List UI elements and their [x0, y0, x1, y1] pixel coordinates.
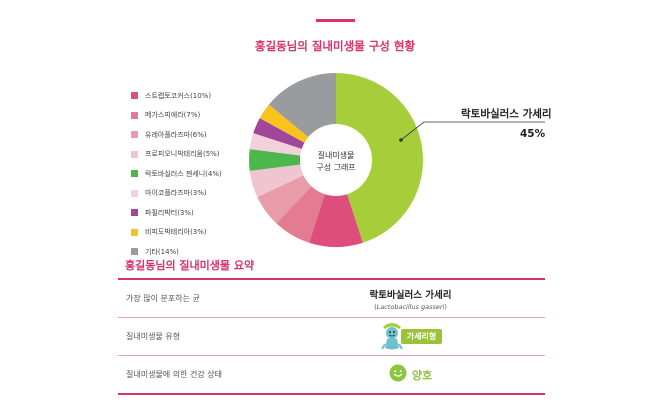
- legend-label: 스트렙토코커스(10%): [145, 91, 212, 100]
- row-label: 가장 많이 분포하는 균: [126, 294, 200, 303]
- dominant-bacteria-name: 락토바실러스 가세리: [369, 289, 452, 301]
- legend-label: 비피도박테리아(3%): [145, 228, 207, 236]
- table-row: 질내미생물에 의한 건강 상태 양호: [118, 356, 545, 393]
- type-indicator: 가세리형: [379, 319, 443, 355]
- table-bottom-rule: [118, 393, 545, 395]
- callout-percent: 45%: [520, 128, 546, 140]
- legend-swatch: [131, 189, 138, 197]
- smiley-icon: [389, 364, 407, 386]
- legend-label: 파필리박터(3%): [145, 208, 194, 217]
- legend-label: 프로피오니박테리움(5%): [145, 150, 220, 158]
- health-indicator: 양호: [389, 364, 432, 386]
- legend-item: 프로피오니박테리움(5%): [131, 146, 222, 163]
- legend-swatch: [131, 228, 138, 236]
- page-title: 홍길동님의 질내미생물 구성 현황: [254, 39, 416, 53]
- summary-table: 가장 많이 분포하는 균 락토바실러스 가세리 (Lactobacillus g…: [118, 278, 545, 395]
- legend-label: 마이코플라즈마(3%): [145, 189, 207, 197]
- sci-open-paren: (: [374, 302, 377, 311]
- legend-item: 기타(14%): [131, 243, 222, 260]
- legend-item: 파필리박터(3%): [131, 204, 222, 221]
- callout-name: 락토바실러스 가세리: [461, 108, 552, 120]
- pie-slice: [309, 160, 363, 247]
- legend-item: 스트렙토코커스(10%): [131, 87, 222, 104]
- scientific-name: (Lactobacillus gasseri): [374, 303, 447, 311]
- row-divider: [118, 317, 545, 318]
- legend-label: 기타(14%): [145, 247, 179, 256]
- legend-swatch: [131, 170, 138, 177]
- legend-item: 비피도박테리아(3%): [131, 224, 222, 241]
- legend-item: 메가스피에라(7%): [131, 107, 222, 124]
- legend-item: 락토바실러스 젠세니(4%): [131, 165, 222, 182]
- pie-center-label: 질내미생물 구성 그래프: [296, 150, 376, 174]
- chart-legend: 스트렙토코커스(10%) 메가스피에라(7%) 유레아플라즈마(6%) 프로피오…: [131, 87, 222, 263]
- legend-label: 유레아플라즈마(6%): [145, 130, 207, 139]
- legend-label: 락토바실러스 젠세니(4%): [145, 169, 222, 178]
- gasseri-character-icon: [379, 319, 405, 355]
- legend-swatch: [131, 150, 138, 158]
- legend-swatch: [131, 92, 138, 99]
- legend-swatch: [131, 209, 138, 216]
- table-top-rule: [118, 278, 545, 280]
- pie-center-line-1: 질내미생물: [317, 151, 355, 160]
- legend-item: 유레아플라즈마(6%): [131, 126, 222, 143]
- row-value: 락토바실러스 가세리 (Lactobacillus gasseri): [276, 287, 545, 311]
- pie-center-line-2: 구성 그래프: [316, 163, 356, 172]
- sci-close-paren: ): [444, 302, 447, 311]
- top-accent-rule: [316, 19, 355, 22]
- row-value: 가세리형: [276, 319, 545, 355]
- row-value: 양호: [276, 364, 545, 386]
- type-badge: 가세리형: [400, 329, 443, 344]
- row-label: 질내미생물에 의한 건강 상태: [126, 370, 222, 379]
- legend-item: 마이코플라즈마(3%): [131, 185, 222, 202]
- legend-swatch: [131, 131, 138, 138]
- pie-slice: [336, 73, 423, 243]
- row-divider: [118, 355, 545, 356]
- legend-swatch: [131, 111, 138, 119]
- table-row: 질내미생물 유형 가세리형: [118, 318, 545, 355]
- pie-slice: [249, 149, 336, 171]
- row-label: 질내미생물 유형: [126, 332, 181, 341]
- callout-leader-line: [400, 121, 545, 141]
- summary-title: 홍길동님의 질내미생물 요약: [125, 259, 255, 272]
- legend-label: 메가스피에라(7%): [145, 111, 201, 119]
- legend-swatch: [131, 248, 138, 255]
- health-status: 양호: [411, 368, 433, 382]
- pie-center-hole: [300, 124, 372, 196]
- table-row: 가장 많이 분포하는 균 락토바실러스 가세리 (Lactobacillus g…: [118, 280, 545, 317]
- sci-name-text: Lactobacillus gasseri: [376, 302, 445, 311]
